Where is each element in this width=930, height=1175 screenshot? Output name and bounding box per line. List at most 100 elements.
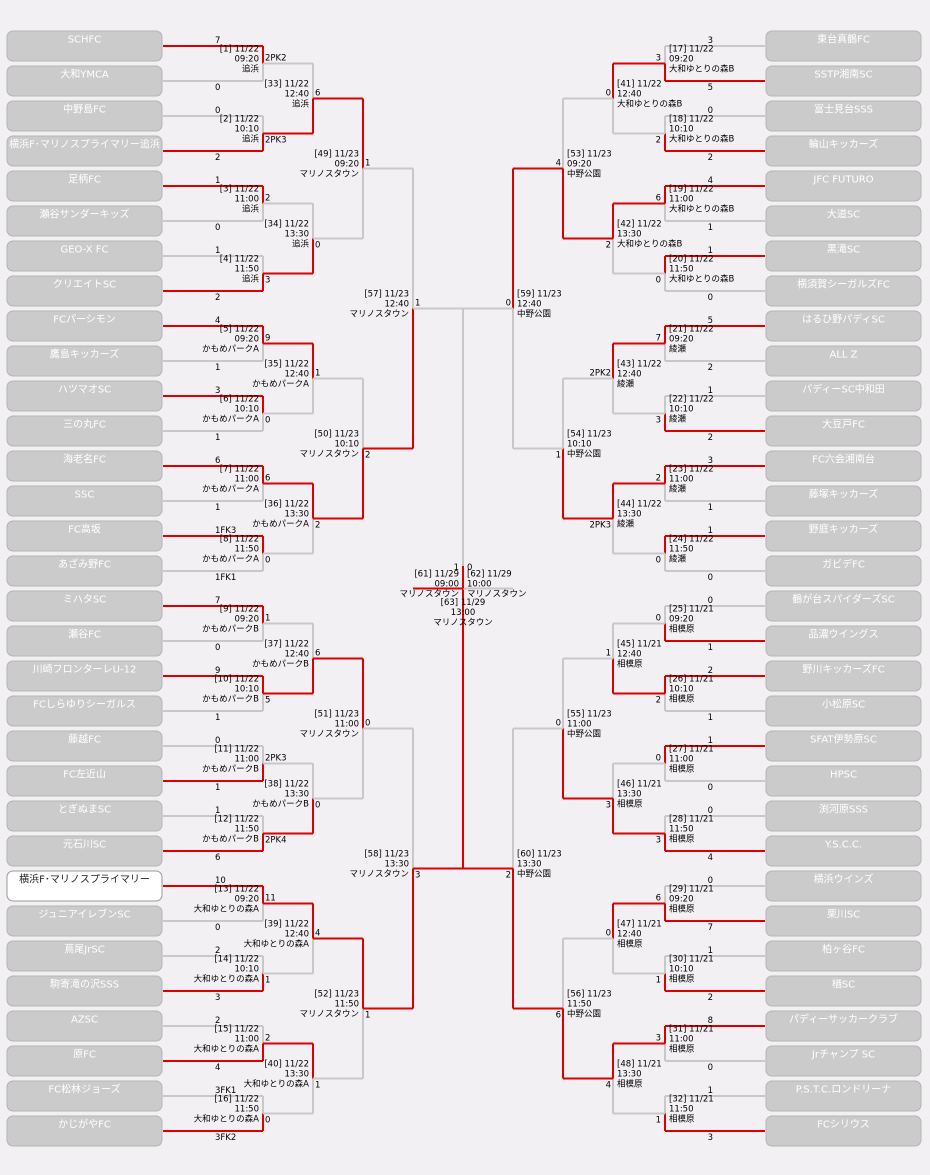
team-box-left-7[interactable]: [6, 240, 163, 272]
team-name-left-7: GEO-X FC: [60, 245, 108, 256]
team-box-left-6[interactable]: [6, 205, 163, 237]
team-box-right-27[interactable]: [765, 940, 922, 972]
team-box-right-30[interactable]: [765, 1045, 922, 1077]
score-right-r1-m16-a: 1: [708, 1086, 713, 1096]
team-box-left-25[interactable]: [6, 870, 163, 902]
team-box-left-28[interactable]: [6, 975, 163, 1007]
team-box-right-17[interactable]: [765, 590, 922, 622]
match-info-left-r3-m4: 11:50: [335, 1000, 360, 1010]
team-box-right-21[interactable]: [765, 730, 922, 762]
team-box-right-15[interactable]: [765, 520, 922, 552]
score-right-r4-m1-b: 1: [556, 451, 561, 461]
match-info-left-r1-m12: かもめパークB: [202, 835, 259, 845]
team-name-right-19: 野川キッカーズFC: [802, 663, 884, 676]
team-box-right-13[interactable]: [765, 450, 922, 482]
team-box-right-19[interactable]: [765, 660, 922, 692]
match-info-right-r1-m12: [28] 11/21: [669, 815, 714, 825]
match-info-right-r1-m4: 大和ゆとりの森B: [669, 274, 735, 285]
team-box-left-24[interactable]: [6, 835, 163, 867]
team-box-right-11[interactable]: [765, 380, 922, 412]
team-box-left-14[interactable]: [6, 485, 163, 517]
score-right-r4-m2-b: 6: [556, 1011, 561, 1021]
team-name-left-13: 海老名FC: [63, 453, 106, 466]
team-box-left-12[interactable]: [6, 415, 163, 447]
score-left-r1-m11-a: 0: [215, 736, 220, 746]
score-right-r2-m1-a: 3: [656, 54, 661, 64]
match-info-left-r1-m13: 大和ゆとりの森A: [194, 904, 260, 915]
match-info-left-r1-m9: かもめパークB: [202, 625, 259, 635]
team-name-right-10: ALL Z: [829, 350, 857, 361]
score-right-r3-m4-a: 0: [606, 929, 611, 939]
team-box-right-8[interactable]: [765, 275, 922, 307]
team-box-right-14[interactable]: [765, 485, 922, 517]
team-box-right-4[interactable]: [765, 135, 922, 167]
team-box-left-32[interactable]: [6, 1115, 163, 1147]
team-box-left-23[interactable]: [6, 800, 163, 832]
team-box-right-10[interactable]: [765, 345, 922, 377]
team-box-right-22[interactable]: [765, 765, 922, 797]
match-info-right-r2-m3: 12:40: [617, 370, 642, 380]
team-box-left-17[interactable]: [6, 590, 163, 622]
match-info-right-r2-m1: 12:40: [617, 90, 642, 100]
team-box-right-12[interactable]: [765, 415, 922, 447]
team-box-right-29[interactable]: [765, 1010, 922, 1042]
team-box-left-5[interactable]: [6, 170, 163, 202]
team-box-left-30[interactable]: [6, 1045, 163, 1077]
team-box-right-16[interactable]: [765, 555, 922, 587]
team-box-left-31[interactable]: [6, 1080, 163, 1112]
team-box-left-16[interactable]: [6, 555, 163, 587]
team-box-left-20[interactable]: [6, 695, 163, 727]
team-box-left-2[interactable]: [6, 65, 163, 97]
team-box-right-7[interactable]: [765, 240, 922, 272]
team-name-left-21: 藤越FC: [68, 733, 101, 746]
team-box-right-23[interactable]: [765, 800, 922, 832]
team-box-left-18[interactable]: [6, 625, 163, 657]
team-box-left-19[interactable]: [6, 660, 163, 692]
team-box-left-15[interactable]: [6, 520, 163, 552]
team-name-right-21: SFAT伊勢原SC: [810, 733, 877, 746]
team-box-right-2[interactable]: [765, 65, 922, 97]
team-box-left-21[interactable]: [6, 730, 163, 762]
team-box-left-13[interactable]: [6, 450, 163, 482]
match-info-left-r1-m8: かもめパークA: [202, 555, 259, 565]
match-info-left-r1-m10: 10:10: [235, 685, 260, 695]
match-info-left-r1-m13: 09:20: [235, 895, 260, 905]
team-name-left-4: 横浜F･マリノスプライマリー追浜: [9, 138, 160, 151]
team-box-left-29[interactable]: [6, 1010, 163, 1042]
team-box-left-8[interactable]: [6, 275, 163, 307]
team-box-left-9[interactable]: [6, 310, 163, 342]
score-left-r1-m10-a: 9: [215, 666, 220, 676]
team-box-left-27[interactable]: [6, 940, 163, 972]
team-box-right-20[interactable]: [765, 695, 922, 727]
team-box-left-4[interactable]: [6, 135, 163, 167]
team-box-right-28[interactable]: [765, 975, 922, 1007]
team-box-left-10[interactable]: [6, 345, 163, 377]
score-right-r3-m1-a: 0: [606, 89, 611, 99]
team-box-right-18[interactable]: [765, 625, 922, 657]
score-left-r1-m7-b: 1: [215, 503, 220, 513]
team-box-right-25[interactable]: [765, 870, 922, 902]
team-name-right-30: Jrチャンプ SC: [811, 1049, 875, 1061]
team-box-left-1[interactable]: [6, 30, 163, 62]
team-box-left-26[interactable]: [6, 905, 163, 937]
score-left-r3-m2-b: 2: [315, 521, 320, 531]
team-box-left-11[interactable]: [6, 380, 163, 412]
team-box-left-22[interactable]: [6, 765, 163, 797]
team-box-right-31[interactable]: [765, 1080, 922, 1112]
match-info-right-r1-m16: 相模原: [669, 1114, 695, 1125]
team-box-right-6[interactable]: [765, 205, 922, 237]
team-box-right-9[interactable]: [765, 310, 922, 342]
score-left-r1-m1-b: 0: [215, 83, 220, 93]
team-box-right-3[interactable]: [765, 100, 922, 132]
score-left-r2-m6-a: 2PK3: [265, 754, 287, 764]
team-box-right-26[interactable]: [765, 905, 922, 937]
team-box-right-5[interactable]: [765, 170, 922, 202]
score-right-r1-m12-b: 4: [708, 853, 713, 863]
score-left-r3-m3-b: 0: [315, 801, 320, 811]
team-box-right-32[interactable]: [765, 1115, 922, 1147]
match-info-right-r1-m9: [25] 11/21: [669, 605, 714, 615]
team-box-right-1[interactable]: [765, 30, 922, 62]
team-box-right-24[interactable]: [765, 835, 922, 867]
score-left-r1-m13-b: 0: [215, 923, 220, 933]
team-box-left-3[interactable]: [6, 100, 163, 132]
